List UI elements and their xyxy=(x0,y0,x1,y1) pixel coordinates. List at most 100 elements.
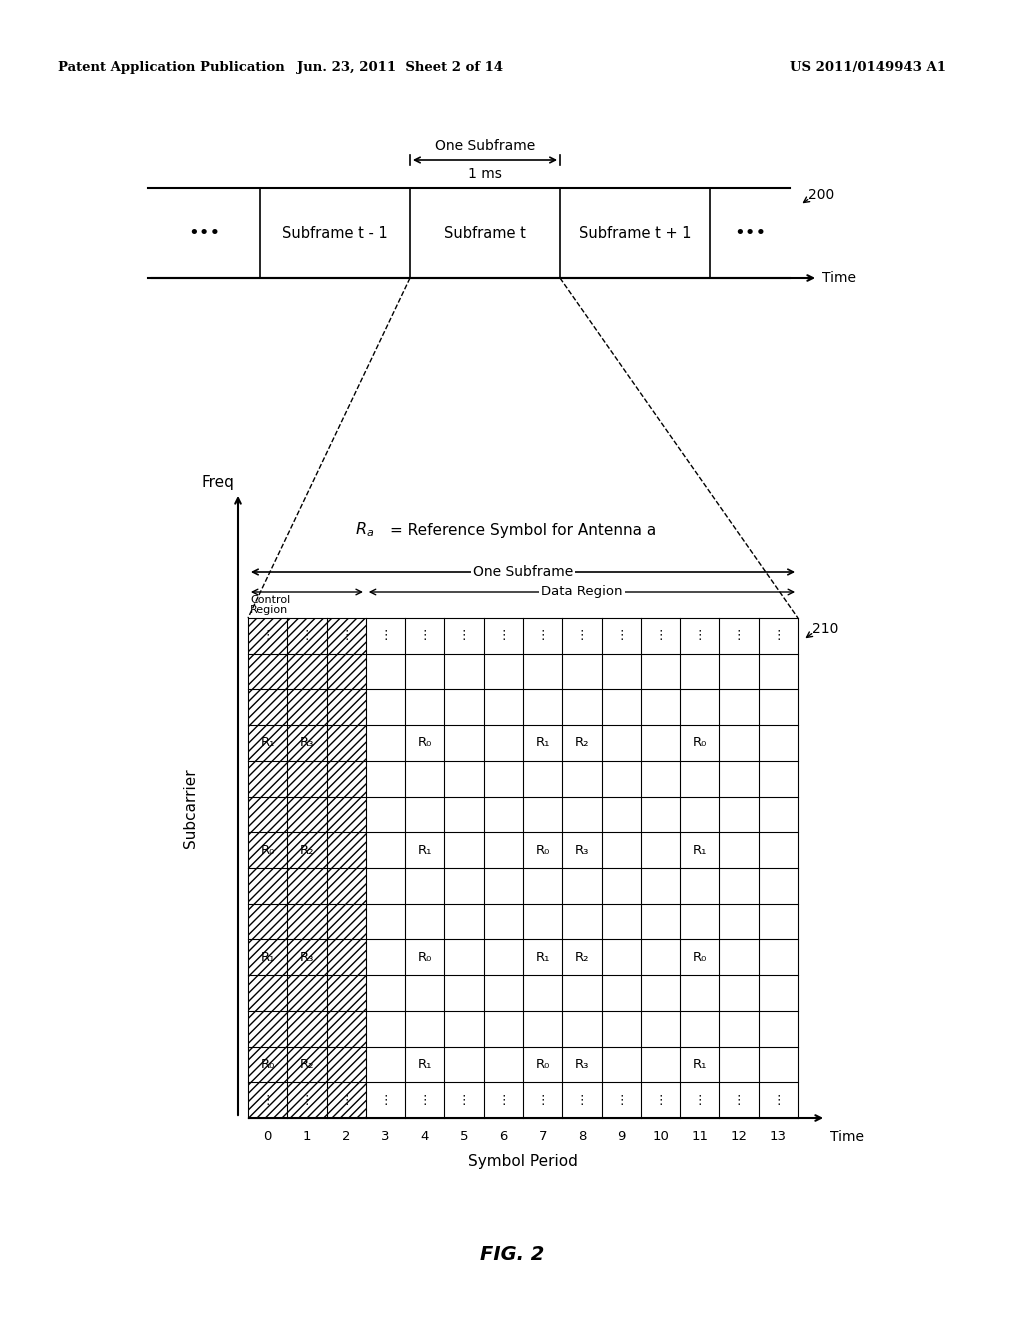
Bar xyxy=(288,796,327,833)
Bar xyxy=(288,618,327,653)
Text: ⋮: ⋮ xyxy=(458,1094,470,1106)
Text: R₂: R₂ xyxy=(574,737,589,750)
Text: US 2011/0149943 A1: US 2011/0149943 A1 xyxy=(790,62,946,74)
Bar xyxy=(327,1082,366,1118)
Bar xyxy=(248,1082,288,1118)
Text: ⋮: ⋮ xyxy=(575,630,588,643)
Bar xyxy=(248,904,288,940)
Text: Time: Time xyxy=(830,1130,864,1144)
Text: One Subframe: One Subframe xyxy=(473,565,573,579)
Bar xyxy=(248,653,288,689)
Text: ⋮: ⋮ xyxy=(261,1094,273,1106)
Text: Jun. 23, 2011  Sheet 2 of 14: Jun. 23, 2011 Sheet 2 of 14 xyxy=(297,62,503,74)
Bar xyxy=(288,653,327,689)
Text: One Subframe: One Subframe xyxy=(435,139,536,153)
Text: ⋮: ⋮ xyxy=(693,1094,706,1106)
Text: ⋮: ⋮ xyxy=(615,630,628,643)
Text: R₀: R₀ xyxy=(536,1057,550,1071)
Text: ⋮: ⋮ xyxy=(537,1094,549,1106)
Bar xyxy=(288,1082,327,1118)
Bar xyxy=(248,725,288,760)
Bar xyxy=(248,689,288,725)
Text: ⋮: ⋮ xyxy=(301,1094,313,1106)
Bar xyxy=(288,940,327,975)
Text: 1 ms: 1 ms xyxy=(468,168,502,181)
Text: R₀: R₀ xyxy=(536,843,550,857)
Bar xyxy=(327,1011,366,1047)
Bar xyxy=(288,1011,327,1047)
Text: Data Region: Data Region xyxy=(541,586,623,598)
Text: R₁: R₁ xyxy=(536,737,550,750)
Text: Subframe t + 1: Subframe t + 1 xyxy=(579,226,691,240)
Bar xyxy=(248,760,288,796)
Text: R₁: R₁ xyxy=(260,950,274,964)
Text: ⋮: ⋮ xyxy=(772,1094,784,1106)
Text: Subcarrier: Subcarrier xyxy=(182,768,198,847)
Text: ⋮: ⋮ xyxy=(419,1094,431,1106)
Text: R₂: R₂ xyxy=(300,1057,314,1071)
Text: 3: 3 xyxy=(381,1130,390,1143)
Text: ⋮: ⋮ xyxy=(693,630,706,643)
Text: Subframe t: Subframe t xyxy=(444,226,526,240)
Text: R₁: R₁ xyxy=(536,950,550,964)
Text: R₂: R₂ xyxy=(574,950,589,964)
Text: 10: 10 xyxy=(652,1130,669,1143)
Text: 13: 13 xyxy=(770,1130,786,1143)
Bar xyxy=(288,725,327,760)
Bar xyxy=(288,760,327,796)
Text: ⋮: ⋮ xyxy=(458,630,470,643)
Bar xyxy=(248,1047,288,1082)
Text: Subframe t - 1: Subframe t - 1 xyxy=(283,226,388,240)
Text: ⋮: ⋮ xyxy=(419,630,431,643)
Bar xyxy=(248,618,288,653)
Text: 0: 0 xyxy=(263,1130,271,1143)
Bar xyxy=(248,1011,288,1047)
Text: ⋮: ⋮ xyxy=(733,1094,745,1106)
Text: 4: 4 xyxy=(421,1130,429,1143)
Bar xyxy=(288,689,327,725)
Bar xyxy=(327,975,366,1011)
Bar xyxy=(248,975,288,1011)
Text: ⋮: ⋮ xyxy=(733,630,745,643)
Text: R₃: R₃ xyxy=(574,1057,589,1071)
Text: 12: 12 xyxy=(730,1130,748,1143)
Bar xyxy=(288,833,327,869)
Text: ⋮: ⋮ xyxy=(615,1094,628,1106)
Text: 7: 7 xyxy=(539,1130,547,1143)
Text: ⋮: ⋮ xyxy=(654,1094,667,1106)
Bar xyxy=(248,869,288,904)
Bar xyxy=(288,975,327,1011)
Bar xyxy=(248,796,288,833)
Text: ⋮: ⋮ xyxy=(497,1094,510,1106)
Bar xyxy=(327,689,366,725)
Text: = Reference Symbol for Antenna a: = Reference Symbol for Antenna a xyxy=(390,523,656,537)
Bar xyxy=(248,833,288,869)
Text: ⋮: ⋮ xyxy=(261,630,273,643)
Text: Patent Application Publication: Patent Application Publication xyxy=(58,62,285,74)
Text: R₁: R₁ xyxy=(418,1057,432,1071)
Text: Time: Time xyxy=(822,271,856,285)
Text: 8: 8 xyxy=(578,1130,586,1143)
Bar xyxy=(288,904,327,940)
Bar xyxy=(327,869,366,904)
Text: 2: 2 xyxy=(342,1130,350,1143)
Text: R₀: R₀ xyxy=(260,1057,274,1071)
Text: R₃: R₃ xyxy=(300,737,314,750)
Bar xyxy=(327,760,366,796)
Text: 1: 1 xyxy=(303,1130,311,1143)
Bar xyxy=(327,904,366,940)
Bar xyxy=(327,725,366,760)
Text: ⋮: ⋮ xyxy=(497,630,510,643)
Text: ⋮: ⋮ xyxy=(379,1094,392,1106)
Text: ⋮: ⋮ xyxy=(340,1094,352,1106)
Text: 200: 200 xyxy=(808,187,835,202)
Text: 5: 5 xyxy=(460,1130,468,1143)
Text: FIG. 2: FIG. 2 xyxy=(480,1246,544,1265)
Text: R₃: R₃ xyxy=(574,843,589,857)
Text: R₁: R₁ xyxy=(418,843,432,857)
Text: ⋮: ⋮ xyxy=(379,630,392,643)
Text: R₀: R₀ xyxy=(418,950,432,964)
Text: R₂: R₂ xyxy=(300,843,314,857)
Text: 6: 6 xyxy=(499,1130,508,1143)
Text: R₀: R₀ xyxy=(692,737,707,750)
